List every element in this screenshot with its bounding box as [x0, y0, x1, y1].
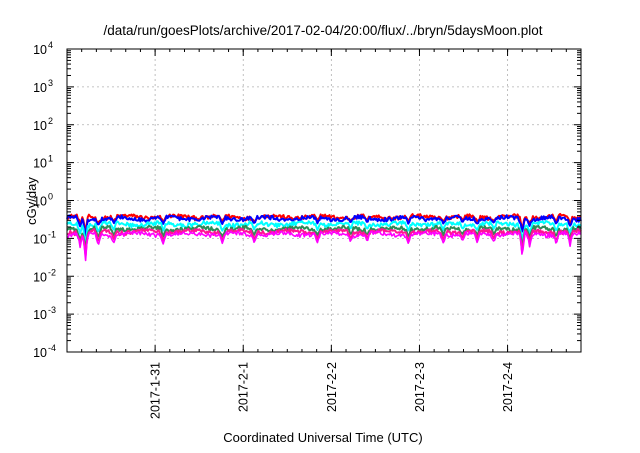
- y-tick-label: 10: [33, 308, 47, 322]
- y-tick-label: 10: [33, 81, 47, 95]
- y-tick-label: 10: [33, 270, 47, 284]
- y-tick-label-exponent: -3: [48, 305, 56, 315]
- y-tick-label-exponent: 0: [48, 192, 53, 202]
- y-tick-label: 10: [33, 157, 47, 171]
- y-tick-label: 10: [33, 119, 47, 133]
- x-axis-label: Coordinated Universal Time (UTC): [223, 430, 422, 445]
- y-tick-label-exponent: 2: [48, 116, 53, 126]
- x-tick-label: 2017-1-31: [149, 362, 163, 419]
- grid: [67, 49, 581, 352]
- x-tick-label: 2017-2-3: [413, 362, 427, 412]
- x-tick-label: 2017-2-4: [501, 362, 515, 412]
- series-layer: [66, 212, 582, 262]
- x-tick-label: 2017-2-1: [237, 362, 251, 412]
- y-tick-label-exponent: -2: [48, 267, 56, 277]
- y-tick-label: 10: [33, 43, 47, 57]
- y-tick-label-exponent: 3: [48, 78, 53, 88]
- series-line: [66, 220, 582, 245]
- y-tick-label: 10: [33, 232, 47, 246]
- series-line: [66, 227, 582, 257]
- y-axis-label: cGy/day: [24, 177, 39, 225]
- series-line: [66, 230, 582, 262]
- y-tick-label-exponent: -4: [48, 343, 56, 353]
- y-tick-label-exponent: -1: [48, 229, 56, 239]
- y-tick-label: 10: [33, 195, 47, 209]
- y-tick-label-exponent: 1: [48, 154, 53, 164]
- chart-title: /data/run/goesPlots/archive/2017-02-04/2…: [103, 23, 542, 38]
- y-tick-label-exponent: 4: [48, 40, 53, 50]
- y-tick-label: 10: [33, 346, 47, 360]
- series-line: [66, 214, 582, 237]
- x-tick-label: 2017-2-2: [325, 362, 339, 412]
